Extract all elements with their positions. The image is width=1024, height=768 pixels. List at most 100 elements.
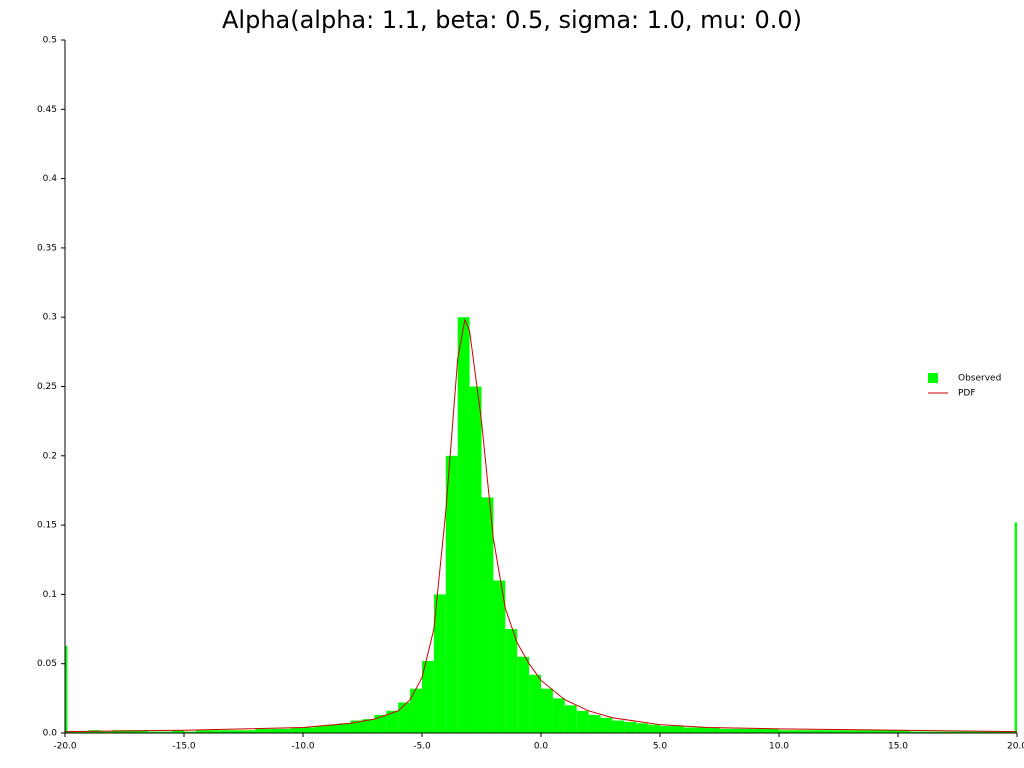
bar bbox=[898, 730, 910, 733]
bar bbox=[552, 698, 565, 733]
bar bbox=[790, 730, 803, 733]
bar bbox=[541, 688, 553, 733]
bar bbox=[624, 721, 637, 733]
bar bbox=[255, 728, 268, 733]
bar bbox=[862, 730, 875, 733]
x-tick-label: -20.0 bbox=[53, 742, 77, 752]
x-tick-label: 0.0 bbox=[534, 742, 549, 752]
x-tick-label: -15.0 bbox=[172, 742, 196, 752]
bar bbox=[457, 317, 470, 733]
bar bbox=[981, 731, 994, 733]
bar bbox=[195, 730, 208, 733]
bar bbox=[874, 730, 887, 733]
bar bbox=[410, 688, 422, 733]
bar bbox=[683, 727, 696, 733]
bar bbox=[422, 660, 434, 733]
bar bbox=[576, 710, 589, 733]
y-tick-label: 0.2 bbox=[43, 451, 57, 461]
bar bbox=[124, 730, 137, 733]
bar bbox=[731, 728, 744, 733]
y-tick-label: 0.35 bbox=[37, 243, 57, 253]
bar bbox=[481, 497, 494, 733]
bar bbox=[350, 720, 363, 733]
bar bbox=[67, 731, 77, 733]
bar bbox=[814, 730, 827, 733]
bar bbox=[469, 386, 482, 733]
bar bbox=[838, 730, 851, 733]
pdf-line bbox=[64, 318, 1018, 733]
bar bbox=[1005, 731, 1015, 733]
bar bbox=[660, 726, 672, 733]
bar bbox=[326, 724, 339, 733]
y-tick-label: 0.3 bbox=[43, 313, 57, 323]
legend-label: Observed bbox=[958, 374, 1001, 384]
bar bbox=[112, 730, 125, 733]
bar bbox=[1014, 522, 1017, 733]
bar bbox=[695, 727, 708, 733]
bar bbox=[219, 730, 232, 733]
bar bbox=[231, 730, 244, 733]
x-tick-label: -5.0 bbox=[413, 742, 431, 752]
bar bbox=[707, 727, 720, 733]
bar bbox=[303, 727, 315, 733]
y-tick-label: 0.05 bbox=[37, 659, 57, 669]
bar bbox=[207, 730, 220, 733]
y-tick-label: 0.45 bbox=[37, 105, 57, 115]
bar bbox=[148, 731, 161, 733]
bar bbox=[243, 730, 256, 733]
x-tick-label: 5.0 bbox=[653, 742, 668, 752]
bar bbox=[886, 730, 898, 733]
bar bbox=[338, 723, 351, 733]
bar bbox=[386, 710, 399, 733]
x-tick-label: 20.0 bbox=[1007, 742, 1024, 752]
bar bbox=[921, 731, 934, 733]
x-tick-label: 10.0 bbox=[769, 742, 789, 752]
bar bbox=[65, 645, 68, 733]
bar bbox=[267, 728, 280, 733]
y-tick-label: 0.15 bbox=[37, 521, 57, 531]
bar bbox=[909, 731, 922, 733]
bar bbox=[969, 731, 982, 733]
bar bbox=[600, 717, 613, 733]
legend-label: PDF bbox=[958, 389, 976, 399]
bar bbox=[517, 656, 530, 733]
bar bbox=[648, 724, 660, 733]
bar bbox=[505, 629, 518, 733]
bar bbox=[76, 731, 89, 733]
bar bbox=[529, 674, 541, 733]
bar bbox=[850, 730, 863, 733]
bar bbox=[826, 730, 839, 733]
bar bbox=[433, 594, 446, 733]
chart-title: Alpha(alpha: 1.1, beta: 0.5, sigma: 1.0,… bbox=[222, 6, 802, 34]
bar bbox=[374, 714, 387, 733]
bar bbox=[719, 728, 732, 733]
bar bbox=[945, 731, 958, 733]
bar bbox=[933, 731, 946, 733]
bar bbox=[362, 719, 375, 733]
y-tick-label: 0.5 bbox=[43, 36, 57, 46]
bar bbox=[802, 730, 815, 733]
bar bbox=[636, 723, 649, 733]
bar bbox=[445, 455, 458, 733]
bar bbox=[291, 727, 303, 733]
bar bbox=[398, 702, 411, 733]
y-tick-label: 0.25 bbox=[37, 382, 57, 392]
bar bbox=[755, 728, 768, 733]
bar bbox=[136, 730, 149, 733]
bar bbox=[564, 705, 577, 733]
bar bbox=[160, 731, 173, 733]
bar bbox=[184, 731, 196, 733]
bar bbox=[671, 726, 684, 733]
x-tick-label: -10.0 bbox=[291, 742, 315, 752]
legend-swatch bbox=[928, 373, 938, 383]
bar bbox=[779, 730, 791, 733]
y-tick-label: 0.4 bbox=[43, 174, 58, 184]
y-tick-label: 0.0 bbox=[43, 729, 58, 739]
x-tick-label: 15.0 bbox=[888, 742, 908, 752]
bar bbox=[172, 730, 184, 733]
bar bbox=[612, 720, 625, 733]
bar bbox=[743, 728, 756, 733]
bar bbox=[314, 726, 327, 733]
bar bbox=[957, 731, 970, 733]
